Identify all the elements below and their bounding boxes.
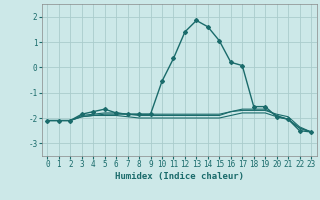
X-axis label: Humidex (Indice chaleur): Humidex (Indice chaleur): [115, 172, 244, 181]
